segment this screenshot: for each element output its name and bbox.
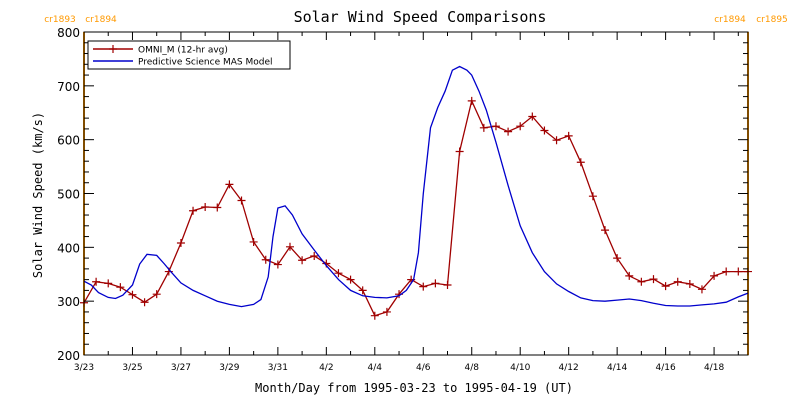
data-point [92, 277, 101, 286]
y-tick-label: 500 [57, 188, 80, 202]
data-point [697, 285, 706, 294]
x-tick-label: 3/29 [219, 363, 239, 373]
data-point [504, 127, 513, 136]
x-tick-label: 4/4 [368, 363, 383, 373]
data-point [225, 180, 234, 189]
x-tick-label: 4/8 [464, 363, 479, 373]
data-point [528, 112, 537, 121]
data-point [443, 281, 452, 290]
y-tick-label: 800 [57, 26, 80, 40]
data-point [467, 96, 476, 105]
data-point [649, 275, 658, 284]
data-point [564, 131, 573, 140]
data-point [625, 271, 634, 280]
data-point [734, 267, 743, 276]
y-tick-label: 600 [57, 134, 80, 148]
x-axis-label: Month/Day from 1995-03-23 to 1995-04-19 … [255, 381, 573, 395]
data-point [552, 136, 561, 145]
data-point [637, 277, 646, 286]
x-tick-label: 4/18 [704, 363, 724, 373]
data-point [370, 311, 379, 320]
data-point [358, 286, 367, 295]
rotation-label-right: cr1895 [756, 15, 788, 25]
data-point [310, 251, 319, 260]
rotation-markers [83, 32, 749, 355]
rotation-labels: cr1893 cr1894 cr1894 cr1895 [44, 15, 788, 25]
data-point [722, 267, 731, 276]
data-point [176, 239, 185, 248]
data-point [201, 202, 210, 211]
legend-marker [109, 45, 117, 53]
x-tick-label: 4/12 [559, 363, 579, 373]
x-tick-label: 3/23 [74, 363, 94, 373]
data-point [382, 307, 391, 316]
data-point [261, 255, 270, 264]
data-point [601, 226, 610, 235]
data-point [455, 147, 464, 156]
data-point [237, 196, 246, 205]
data-point [285, 242, 294, 251]
data-point [613, 254, 622, 263]
data-point [491, 122, 500, 131]
data-point [431, 279, 440, 288]
legend-box [87, 40, 291, 70]
series-line-0 [83, 98, 748, 317]
x-tick-label: 4/2 [319, 363, 333, 373]
data-point [140, 298, 149, 307]
x-tick-label: 4/10 [510, 363, 530, 373]
y-axis-label: Solar Wind Speed (km/s) [31, 112, 45, 278]
series-line-1 [83, 65, 749, 308]
data-point [588, 192, 597, 201]
x-tick-label: 3/31 [268, 363, 288, 373]
data-point [576, 158, 585, 167]
data-point [710, 271, 719, 280]
legend-entry: Predictive Science MAS Model [138, 58, 273, 68]
y-tick-label: 400 [57, 241, 80, 255]
data-point [661, 282, 670, 291]
x-tick-label: 4/6 [416, 363, 431, 373]
x-tick-label: 4/16 [655, 363, 675, 373]
data-point [273, 260, 282, 269]
rotation-label-left: cr1894 [714, 15, 746, 25]
y-tick-label: 700 [57, 80, 80, 94]
data-point [116, 283, 125, 292]
legend-entry: OMNI_M (12-hr avg) [138, 46, 228, 56]
data-point [298, 256, 307, 265]
axis-layer: 200 300 400 500 600 700 800 3/23 3/25 3/27 3/29 3/3… [57, 26, 748, 373]
plot-frame [83, 31, 749, 356]
rotation-label-right: cr1894 [85, 15, 117, 25]
y-tick-label: 200 [57, 349, 80, 363]
data-point [213, 203, 222, 212]
legend: OMNI_M (12-hr avg) Predictive Science MAS… [87, 40, 291, 70]
x-tick-label: 4/14 [607, 363, 627, 373]
data-point [346, 275, 355, 284]
data-point [516, 122, 525, 131]
data-point [673, 277, 682, 286]
chart-title: Solar Wind Speed Comparisons [294, 8, 547, 26]
data-point [249, 237, 258, 246]
data-point [540, 126, 549, 135]
series-layer [80, 65, 752, 320]
data-point [152, 290, 161, 299]
x-tick-label: 3/27 [171, 363, 191, 373]
y-tick-label: 300 [57, 295, 80, 309]
data-point [189, 206, 198, 215]
data-point [334, 269, 343, 278]
data-point [479, 123, 488, 132]
x-tick-label: 3/25 [122, 363, 142, 373]
data-point [419, 282, 428, 291]
data-point [128, 290, 137, 299]
data-point [685, 279, 694, 288]
data-point [104, 279, 113, 288]
rotation-label-left: cr1893 [44, 15, 76, 25]
